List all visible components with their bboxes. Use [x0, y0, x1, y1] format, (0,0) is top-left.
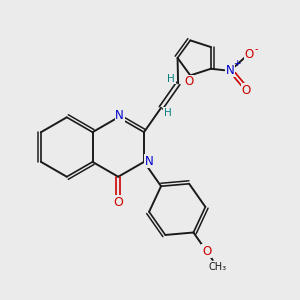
Text: CH₃: CH₃ [209, 262, 227, 272]
Text: O: O [202, 245, 211, 258]
Text: O: O [113, 196, 123, 208]
Text: N: N [116, 109, 124, 122]
Text: O: O [242, 84, 251, 97]
Text: O: O [184, 76, 194, 88]
Text: H: H [167, 74, 175, 84]
Text: +: + [233, 59, 241, 68]
Text: N: N [226, 64, 235, 77]
Text: -: - [255, 44, 258, 54]
Text: H: H [164, 108, 172, 118]
Text: O: O [244, 48, 254, 61]
Text: N: N [145, 155, 154, 168]
